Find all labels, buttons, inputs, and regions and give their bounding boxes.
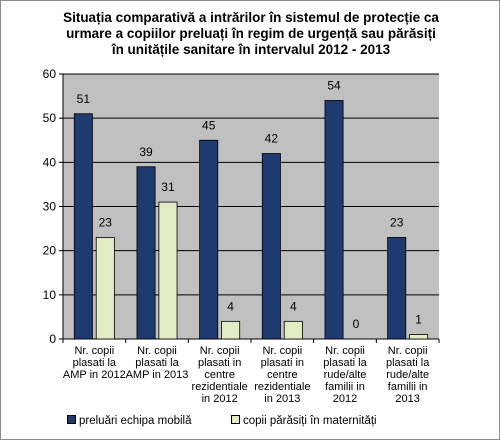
data-label: 45 [202,118,216,132]
x-tick-label: plasati la [135,357,179,369]
chart-title-line: Situația comparativă a intrărilor în sis… [63,10,439,25]
x-tick-label: Nr. copii [74,345,114,357]
data-label: 4 [290,299,297,313]
x-tick-label: rezidentiale [192,381,248,393]
bar-series-1 [387,237,407,340]
y-tick-label: 50 [43,111,57,125]
x-tick-label: 2013 [395,393,419,405]
bar-series-2 [95,237,115,340]
x-tick-label: AMP in 2013 [126,369,189,381]
chart-legend: preluări echipa mobilă copii părăsiți în… [63,412,377,432]
x-tick-label: Nr. copii [262,345,302,357]
x-tick-label: 2012 [333,393,357,405]
bar-series-1 [199,139,219,340]
x-tick-label: plasati la [73,357,117,369]
chart-title: Situația comparativă a intrărilor în sis… [21,10,481,58]
x-tick-label: Nr. copii [388,345,428,357]
bar-series-1 [324,100,344,340]
data-label: 23 [99,215,113,229]
x-tick-label: familii in [388,381,428,393]
data-label: 31 [161,180,175,194]
legend-label-series-2: copii părăsiți în maternități [243,415,377,427]
bar-series-2 [283,320,303,340]
bar-series-2 [409,334,429,340]
bar-series-1 [73,113,93,340]
legend-label-series-1: preluări echipa mobilă [79,415,192,427]
x-tick-label: in 2013 [264,393,300,405]
x-tick-label: plasati la [323,357,367,369]
x-tick-label: Nr. copii [137,345,177,357]
legend-item-series-1: preluări echipa mobilă [67,415,192,427]
x-tick-label: rude/alte [324,369,367,381]
data-label: 4 [227,299,234,313]
x-tick-label: plasati in [198,357,241,369]
bar-series-1 [261,153,281,340]
y-tick-label: 30 [43,200,57,214]
chart-title-line: urmare a copiilor preluați în regim de u… [66,26,436,41]
legend-swatch-series-1 [67,415,76,424]
x-tick-label: Nr. copii [200,345,240,357]
y-tick-label: 10 [43,288,57,302]
y-tick-label: 60 [43,67,57,81]
y-tick-label: 20 [43,244,57,258]
chart-title-line: în unitățile sanitare în intervalul 2012… [111,42,391,57]
y-tick-label: 0 [49,332,56,346]
data-label: 54 [327,79,341,93]
x-tick-label: familii in [325,381,365,393]
x-tick-label: rezidentiale [254,381,310,393]
bar-series-2 [158,201,178,340]
x-tick-label: rude/alte [386,369,429,381]
x-tick-label: plasati la [386,357,430,369]
x-tick-label: in 2012 [202,393,238,405]
data-label: 1 [415,313,422,327]
y-tick-label: 40 [43,155,57,169]
x-tick-label: centre [267,369,298,381]
bar-series-1 [136,166,156,340]
data-label: 39 [139,145,153,159]
data-label: 23 [390,215,404,229]
x-tick-label: plasati in [261,357,304,369]
bar-series-2 [221,320,241,340]
x-tick-label: AMP in 2012 [63,369,126,381]
data-label: 51 [77,92,91,106]
data-label: 42 [265,132,279,146]
data-label: 0 [353,317,360,331]
x-tick-label: Nr. copii [325,345,365,357]
x-tick-label: centre [204,369,235,381]
legend-swatch-series-2 [231,415,240,424]
legend-item-series-2: copii părăsiți în maternități [231,415,377,427]
